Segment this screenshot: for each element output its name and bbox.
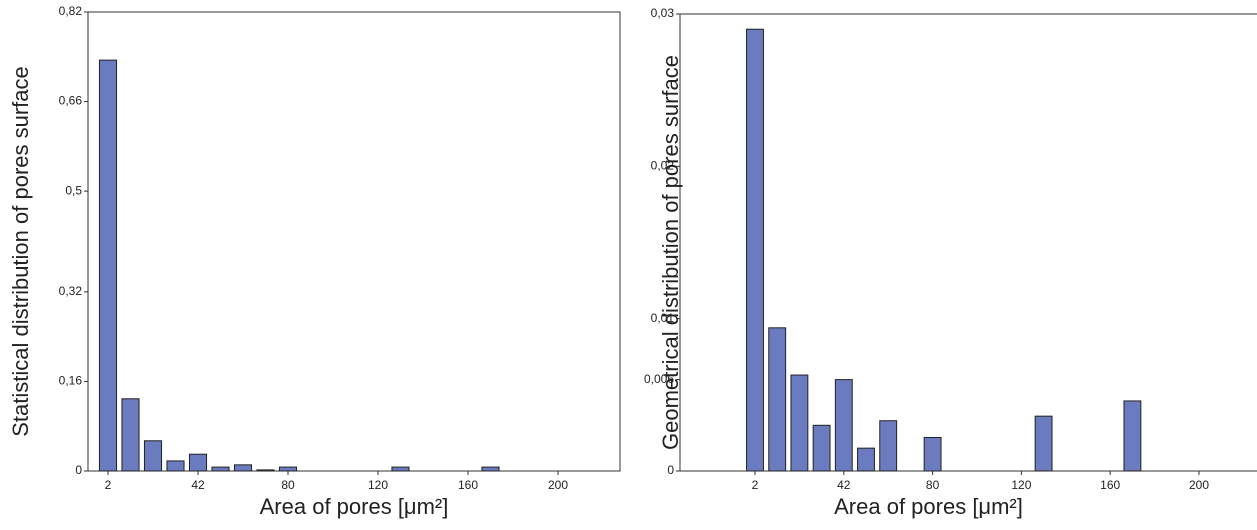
bar (812, 424, 831, 472)
y-tick-label: 0,32 (59, 284, 83, 298)
bar (188, 453, 208, 472)
y-tick-label: 0,03 (651, 6, 675, 20)
y-tick-label: 0,01 (651, 311, 675, 325)
bar (233, 464, 253, 472)
y-tick-label: 0,16 (59, 374, 83, 388)
y-tick-label: 0 (75, 463, 82, 477)
bar (143, 440, 163, 472)
bar (121, 398, 140, 472)
x-tick-label: 120 (368, 478, 388, 492)
bar (98, 59, 118, 472)
bar (391, 466, 410, 472)
y-tick-label: 0,82 (59, 4, 83, 18)
bar (278, 466, 298, 472)
x-tick-label: 2 (105, 478, 112, 492)
x-tick-label: 160 (458, 478, 478, 492)
x-tick-label: 160 (1100, 478, 1120, 492)
x-tick-label: 42 (191, 478, 205, 492)
bar (256, 469, 275, 472)
bar (1123, 400, 1142, 472)
bar (481, 466, 500, 472)
y-axis-label: Geometrical distribution of pores surfac… (658, 55, 683, 450)
bar (790, 374, 809, 472)
y-tick-label: 0,006 (644, 372, 674, 386)
x-tick-label: 200 (1189, 478, 1209, 492)
x-axis-label: Area of pores [μm²] (260, 494, 449, 519)
y-tick-label: 0,02 (651, 159, 675, 173)
bar (923, 436, 942, 472)
x-tick-label: 80 (281, 478, 295, 492)
x-tick-label: 42 (837, 478, 851, 492)
x-axis-label: Area of pores [μm²] (834, 494, 1023, 519)
bar (879, 420, 898, 472)
y-axis-label: Statistical distribution of pores surfac… (8, 66, 33, 437)
bar (211, 466, 230, 472)
x-tick-label: 80 (926, 478, 940, 492)
bar (746, 28, 764, 472)
x-tick-label: 120 (1011, 478, 1031, 492)
plot-frame (87, 11, 621, 472)
plot-frame (679, 13, 1257, 472)
y-tick-label: 0 (667, 463, 674, 477)
bar (857, 447, 875, 472)
bar (768, 327, 787, 472)
bar (1034, 415, 1053, 472)
x-tick-label: 2 (752, 478, 759, 492)
y-tick-label: 0,5 (65, 183, 82, 197)
x-tick-label: 200 (548, 478, 568, 492)
bar (166, 460, 185, 472)
bar (834, 379, 853, 472)
y-tick-label: 0,66 (59, 94, 83, 108)
